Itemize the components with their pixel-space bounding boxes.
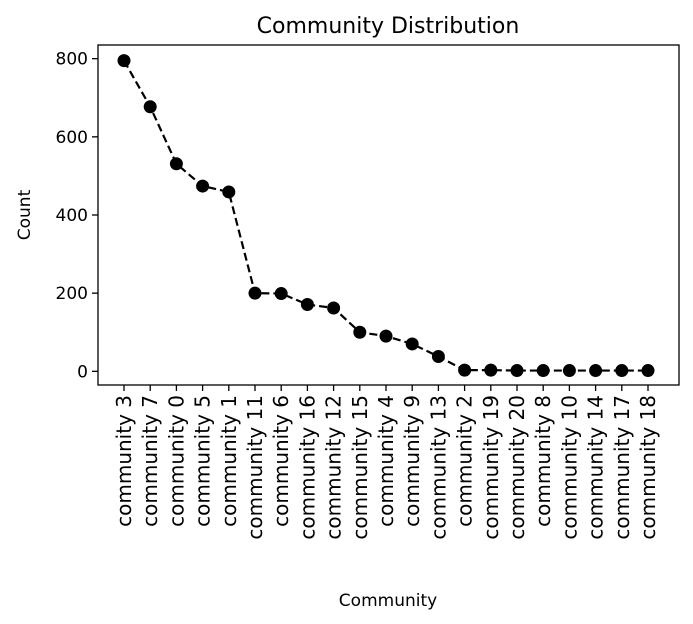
y-axis: 0 200 400 600 800 [56,50,98,382]
data-point [562,364,576,378]
chart-title: Community Distribution [257,14,520,39]
x-tick-label: community 15 [348,395,372,540]
x-tick-label: community 0 [164,395,188,527]
x-tick-label: community 11 [243,395,267,540]
y-axis-label: Count [15,189,35,240]
data-point [196,179,210,193]
x-tick-label: community 16 [295,395,319,540]
x-tick-label: community 9 [400,395,424,527]
y-tick-label: 400 [56,206,88,226]
data-point [510,364,524,378]
data-point [169,157,183,171]
x-tick-label: community 7 [138,395,162,527]
series-markers [117,54,655,378]
y-tick-label: 0 [77,362,88,382]
data-point [327,301,341,315]
x-tick-label: community 6 [269,395,293,527]
x-tick-label: community 4 [374,395,398,527]
x-tick-label: community 19 [479,395,503,540]
data-point [405,337,419,351]
data-point [458,363,472,377]
data-point [641,364,655,378]
data-point [536,364,550,378]
data-point [274,287,288,301]
data-point [431,349,445,363]
data-point [353,325,367,339]
y-tick-label: 800 [56,50,88,70]
data-point [379,329,393,343]
x-axis: community 3 community 7 community 0 communi… [112,385,660,540]
data-point [117,54,131,68]
data-point [248,286,262,300]
x-tick-label: community 1 [217,395,241,527]
x-tick-label: community 14 [584,395,608,540]
series-line [123,60,648,372]
data-point [615,364,629,378]
x-tick-label: community 18 [636,395,660,540]
x-axis-label: Community [339,591,437,611]
data-point [143,100,157,114]
x-tick-label: community 2 [453,395,477,527]
x-tick-label: community 12 [322,395,346,540]
x-tick-label: community 8 [531,395,555,527]
x-tick-label: community 10 [557,395,581,540]
data-point [589,364,603,378]
x-tick-label: community 17 [610,395,634,540]
y-tick-label: 200 [56,284,88,304]
x-tick-label: community 20 [505,395,529,540]
x-tick-label: community 13 [426,395,450,540]
y-tick-label: 600 [56,128,88,148]
data-point [484,363,498,377]
data-point [222,185,236,199]
data-point [300,297,314,311]
x-tick-label: community 3 [112,395,136,527]
x-tick-label: community 5 [191,395,215,527]
